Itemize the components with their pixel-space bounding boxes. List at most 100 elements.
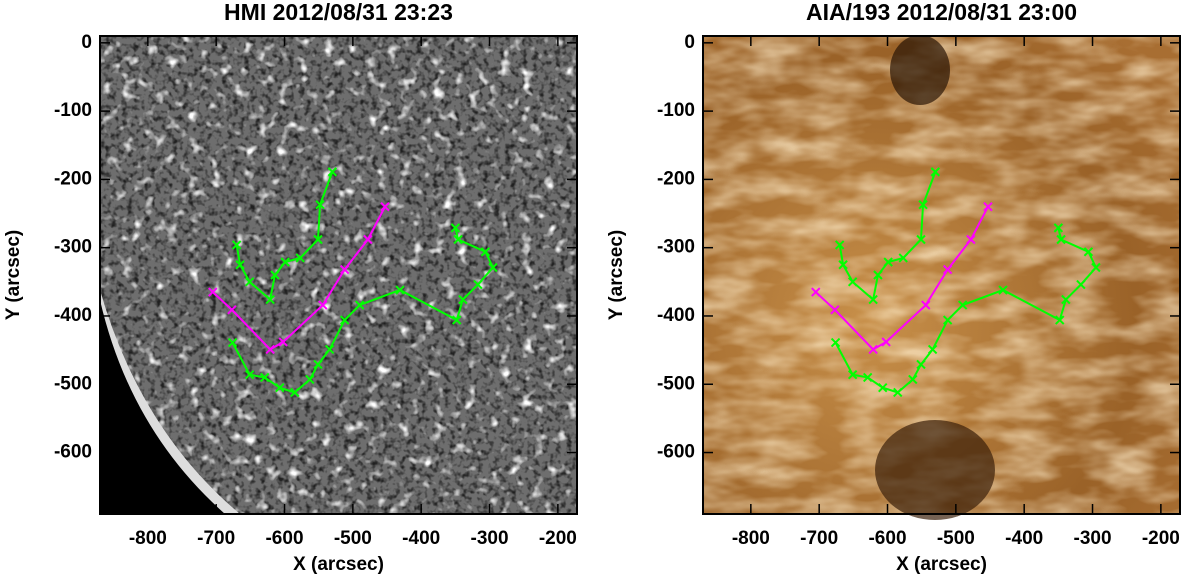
track-point [244,277,255,287]
track-point [208,287,218,297]
track-point [921,300,931,310]
track-line [235,171,334,302]
track-point [318,300,328,310]
track-point [868,344,878,355]
track-point [1055,315,1065,325]
track-point [916,359,926,370]
y-tick-label: -300 [54,237,92,258]
chart-title: AIA/193 2012/08/31 23:00 [806,0,1077,25]
x-tick-label: -400 [1005,528,1043,549]
x-tick-label: -200 [1142,528,1180,549]
track-point [966,234,976,245]
track-point [324,344,335,355]
track-point [275,382,285,393]
track-point [354,300,365,310]
y-tick-label: 0 [684,32,695,53]
track-point [916,234,926,245]
hmi-image [100,36,577,514]
track-point [290,387,300,398]
track-point [942,264,953,275]
x-tick-label: -800 [129,528,167,549]
chart-title: HMI 2012/08/31 23:23 [224,0,453,25]
x-tick-label: -700 [800,528,838,549]
x-tick-label: -600 [868,528,906,549]
track-point [265,294,275,305]
track-point [473,279,483,290]
track-point [942,315,953,325]
track-point [278,337,288,347]
track-point [868,294,878,305]
y-tick-label: -200 [657,168,695,189]
track-point [315,199,325,210]
y-axis-label: Y (arcsec) [3,230,24,321]
track-point [244,369,255,380]
track-point [930,167,941,177]
y-tick-label: -500 [657,373,695,394]
track-point [231,240,242,250]
track-point [878,382,888,393]
track-line [815,206,989,351]
x-tick-label: -300 [1074,528,1112,549]
track-point [834,240,845,250]
track-point [450,223,461,233]
track-point [1083,247,1094,257]
x-axis-label: X (arcsec) [293,554,384,575]
track-point [998,285,1008,295]
track-point [339,315,350,325]
track-point [265,344,275,355]
track-point [883,257,893,267]
track-point [1076,279,1086,290]
y-tick-label: -300 [657,237,695,258]
x-tick-label: -500 [334,528,372,549]
track-point [235,260,245,270]
y-tick-label: -100 [657,100,695,121]
track-line [838,171,937,302]
track-point [453,234,463,245]
track-point [983,202,993,212]
track-point [313,234,323,245]
track-point [893,387,903,398]
plot-frame [702,35,1181,515]
x-tick-label: -700 [197,528,235,549]
aia-image [703,35,1180,520]
track-point [957,300,968,310]
track-point [862,372,873,383]
track-point [1061,294,1071,305]
track-point [918,199,928,210]
track-point [395,285,405,295]
track-point [227,337,238,348]
track-point [838,260,848,270]
track-point [327,167,338,177]
y-tick-label: -400 [657,305,695,326]
plot-frame [99,35,578,515]
track-point [295,253,305,263]
y-tick-label: -200 [54,168,92,189]
track-point [280,257,290,267]
track-point [830,305,840,315]
track-point [259,372,270,383]
y-tick-label: -400 [54,305,92,326]
track-point [847,369,858,380]
track-point [908,374,918,385]
track-point [898,253,908,263]
track-point [811,287,821,297]
y-axis-label: Y (arcsec) [606,230,627,321]
track-line [212,206,386,351]
track-point [227,305,237,315]
x-tick-label: -300 [471,528,509,549]
track-point [1091,262,1101,273]
y-tick-label: -600 [54,442,92,463]
x-tick-label: -400 [402,528,440,549]
track-point [380,202,390,212]
y-tick-label: -600 [657,442,695,463]
y-tick-label: -500 [54,373,92,394]
track-point [847,277,858,287]
y-tick-label: 0 [81,32,92,53]
track-point [881,337,891,347]
track-point [452,315,462,325]
track-point [339,264,350,275]
x-tick-label: -200 [539,528,577,549]
track-point [458,294,468,305]
track-point [873,270,883,280]
